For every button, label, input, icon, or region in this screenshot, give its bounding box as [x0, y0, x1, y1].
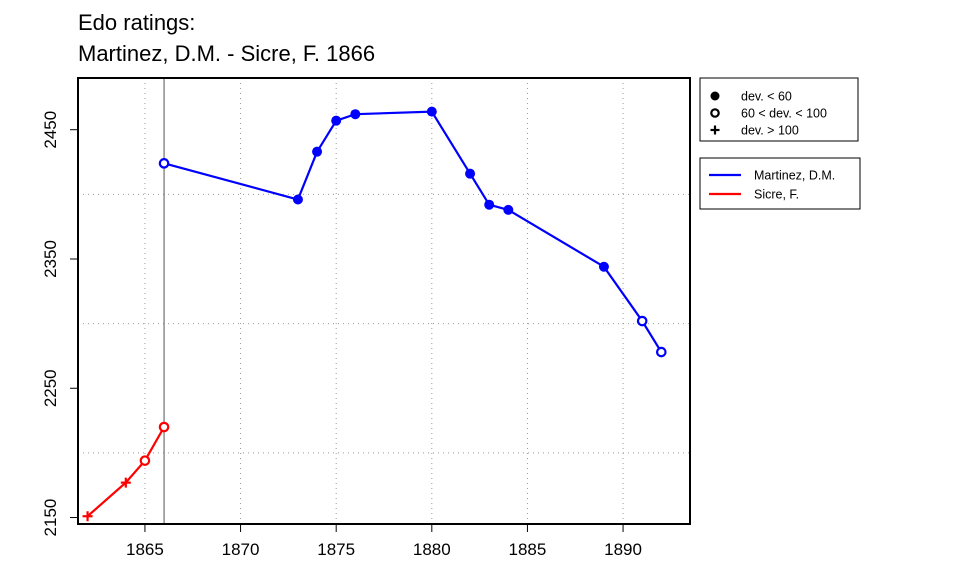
series-1 — [82, 421, 170, 522]
x-tick-label-1875: 1875 — [317, 540, 355, 559]
grid-lines — [78, 78, 690, 524]
data-point-0-2 — [312, 146, 323, 157]
data-point-0-4 — [350, 109, 361, 120]
series-layer — [82, 106, 667, 522]
legend-label-filled: dev. < 60 — [741, 90, 792, 104]
data-point-1-0 — [82, 511, 93, 522]
legend-label-plus: dev. > 100 — [741, 124, 799, 138]
data-point-0-7 — [484, 199, 495, 210]
data-point-0-5 — [426, 106, 437, 117]
data-point-1-3 — [158, 421, 170, 433]
legend-series-label-0: Martinez, D.M. — [754, 169, 835, 183]
y-axis: 2150 2250 2350 2450 — [41, 111, 79, 537]
data-point-0-11 — [656, 346, 667, 358]
y-tick-label-2150: 2150 — [41, 499, 60, 537]
y-tick-label-2250: 2250 — [41, 369, 60, 407]
series-line-1 — [86, 426, 166, 518]
legend-label-open: 60 < dev. < 100 — [741, 107, 827, 121]
series-legend: Martinez, D.M. Sicre, F. — [699, 157, 861, 210]
data-point-0-0 — [158, 158, 170, 169]
x-tick-label-1870: 1870 — [222, 540, 260, 559]
data-point-0-8 — [503, 204, 514, 215]
data-point-0-3 — [331, 115, 342, 126]
marker-legend-box — [699, 77, 859, 142]
x-axis: 1865 1870 1875 1880 1885 1890 — [126, 523, 642, 559]
plot-frame — [77, 77, 691, 525]
legend-marker-plus — [710, 125, 720, 135]
series-0 — [158, 106, 667, 358]
data-point-1-2 — [139, 455, 151, 466]
data-point-0-9 — [598, 261, 609, 272]
chart-title: Edo ratings: — [78, 10, 196, 35]
series-legend-box — [699, 157, 861, 210]
x-tick-label-1890: 1890 — [604, 540, 642, 559]
marker-legend: dev. < 60 60 < dev. < 100 dev. > 100 — [699, 77, 859, 142]
y-tick-label-2450: 2450 — [41, 111, 60, 149]
x-tick-label-1865: 1865 — [126, 540, 164, 559]
data-point-1-1 — [120, 477, 131, 488]
data-point-0-1 — [292, 194, 303, 205]
x-tick-label-1885: 1885 — [509, 540, 547, 559]
legend-marker-open — [710, 108, 720, 118]
data-point-0-10 — [636, 315, 648, 327]
legend-series-label-1: Sicre, F. — [754, 188, 799, 202]
data-point-0-6 — [465, 168, 476, 179]
x-tick-label-1880: 1880 — [413, 540, 451, 559]
legend-marker-filled — [710, 91, 720, 101]
series-line-0 — [163, 110, 663, 353]
chart-subtitle: Martinez, D.M. - Sicre, F. 1866 — [78, 41, 376, 66]
y-tick-label-2350: 2350 — [41, 240, 60, 278]
